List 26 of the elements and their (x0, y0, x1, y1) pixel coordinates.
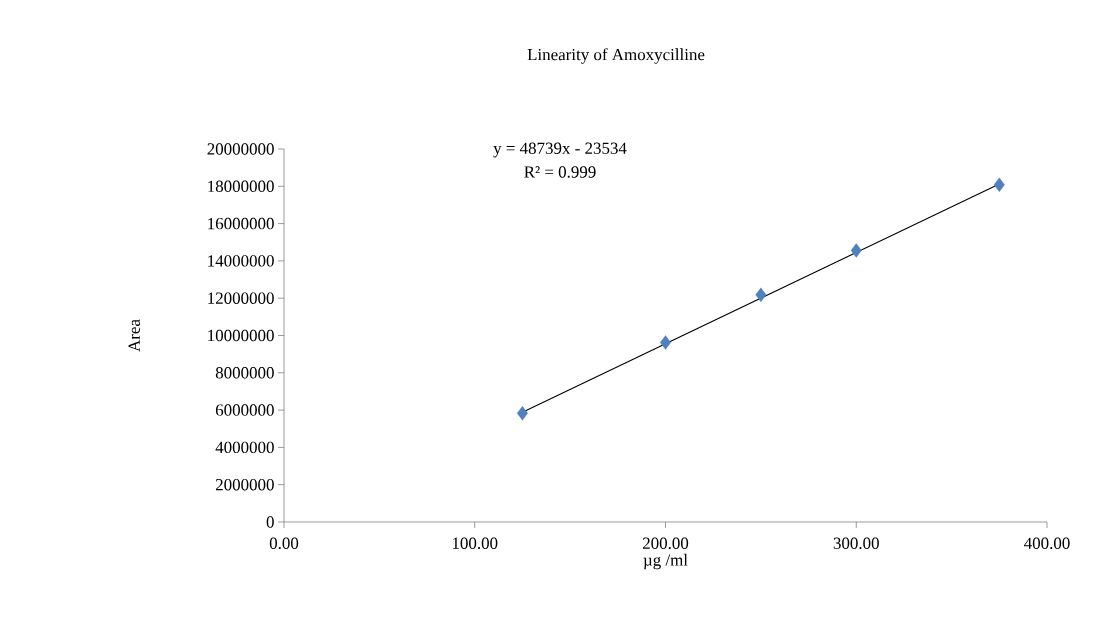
y-tick-label: 8000000 (215, 367, 274, 379)
point (993, 177, 1005, 192)
y-tick-label: 4000000 (215, 441, 274, 454)
y-tick-label: 6000000 (215, 404, 274, 416)
point (850, 243, 862, 258)
x-tick-label: 100.00 (452, 537, 498, 549)
point (755, 287, 767, 302)
y-tick-label: 18000000 (208, 180, 274, 192)
y-tick-label: 12000000 (208, 292, 274, 304)
x-axis-title: µg /ml (643, 553, 688, 570)
point (660, 335, 671, 350)
annotation: y = 48739x - 23534 (493, 142, 627, 158)
annotation: R² = 0.999 (524, 166, 596, 178)
y-tick-label: 16000000 (208, 217, 274, 230)
chart-title: Linearity of Amoxycilline (527, 48, 705, 64)
x-tick-label: 400.00 (1024, 537, 1070, 549)
y-tick-label: 10000000 (208, 329, 274, 342)
y-tick-label: 2000000 (215, 478, 274, 491)
point (517, 406, 528, 421)
x-tick-label: 200.00 (642, 537, 689, 549)
x-tick-label: 300.00 (833, 537, 879, 549)
y-axis-title: Area (128, 319, 140, 352)
y-tick-label: 0 (266, 516, 274, 528)
y-tick-label: 14000000 (208, 255, 274, 267)
y-tick-label: 20000000 (207, 143, 274, 155)
x-tick-label: 0.00 (269, 537, 299, 549)
